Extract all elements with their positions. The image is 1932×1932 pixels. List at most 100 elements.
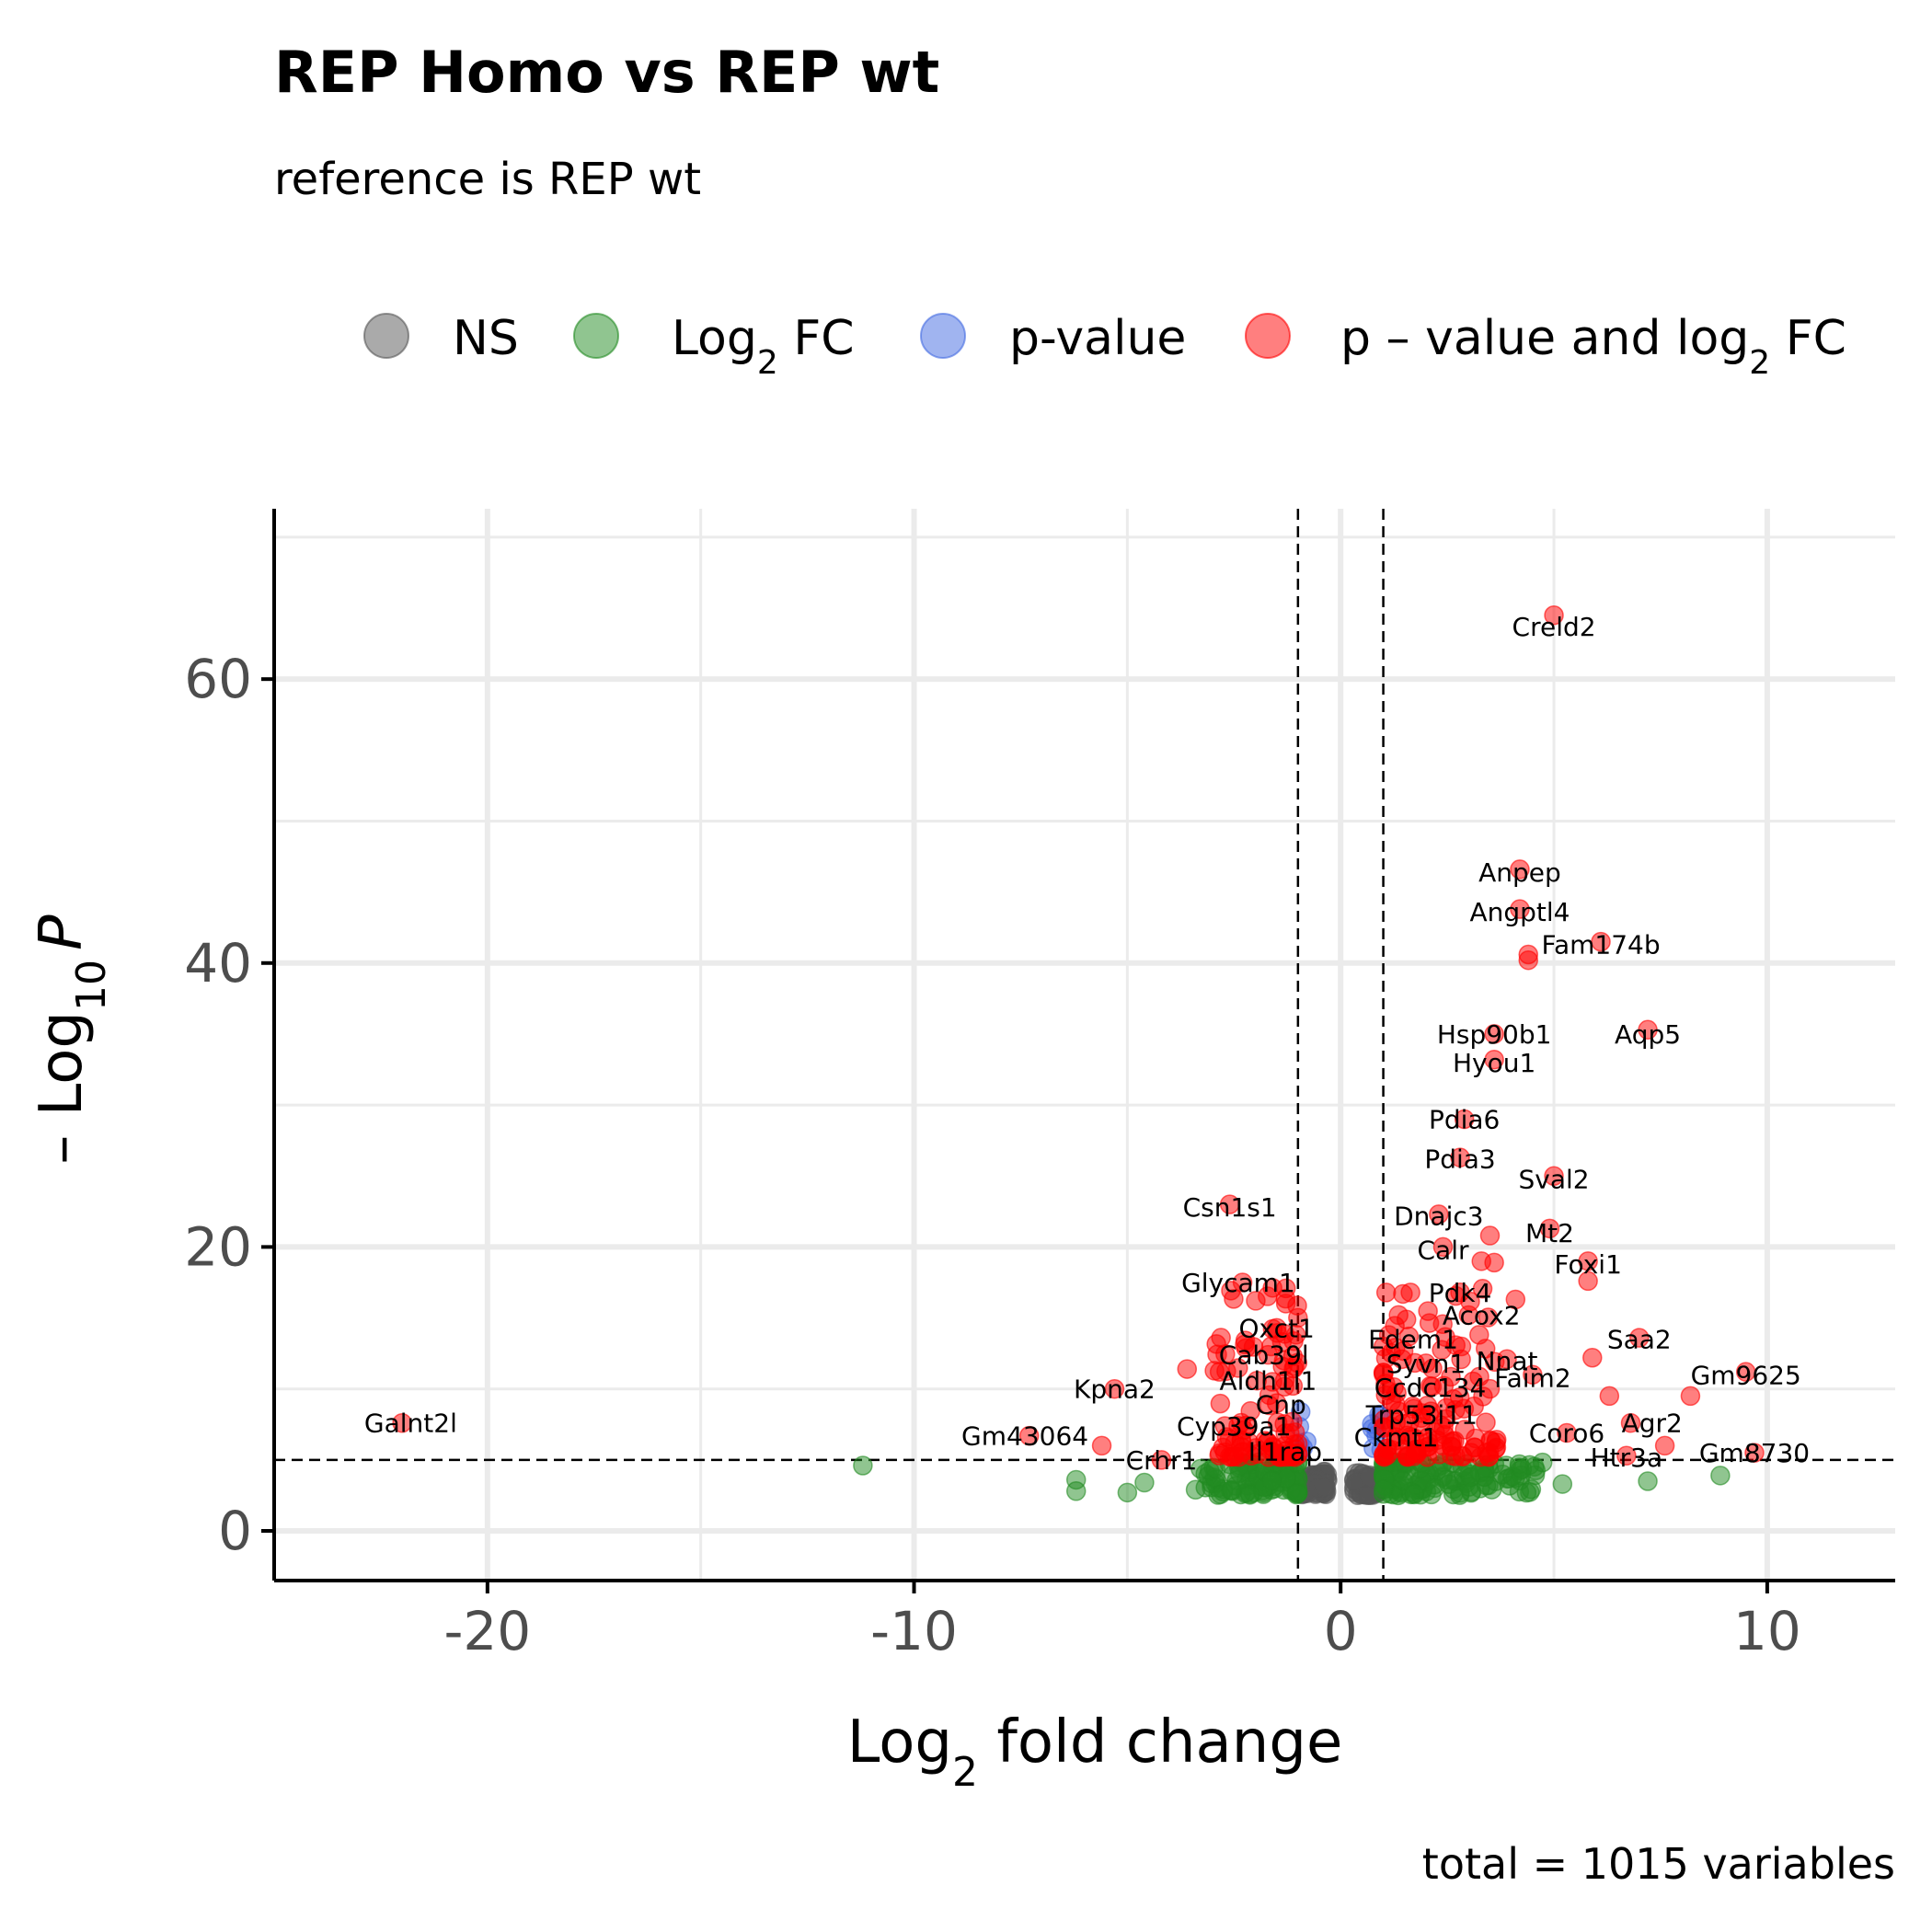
gene-label: Kpna2: [1074, 1374, 1156, 1405]
data-point: [1599, 1386, 1620, 1407]
data-point: [392, 1412, 412, 1433]
data-point: [1451, 1336, 1472, 1357]
data-point: [1287, 1295, 1307, 1316]
data-point: [1638, 1471, 1658, 1491]
gene-label: Aqp5: [1615, 1019, 1681, 1050]
data-point: [1424, 1478, 1445, 1499]
data-point: [1654, 1435, 1675, 1456]
gene-label: Galnt2l: [364, 1409, 457, 1439]
gene-label: Anpep: [1478, 857, 1561, 888]
gene-label: Ccdc134: [1374, 1373, 1487, 1403]
gene-label: Coro6: [1529, 1419, 1605, 1449]
data-point: [1582, 1347, 1603, 1368]
gene-label: Il1rap: [1248, 1437, 1322, 1467]
data-point: [1285, 1325, 1306, 1345]
data-point: [1117, 1482, 1138, 1503]
legend-key-ns: [363, 313, 409, 359]
y-tick-label: 60: [184, 648, 252, 710]
gene-label: Htr3a: [1591, 1443, 1663, 1473]
gene-label: Crhr1: [1126, 1445, 1198, 1476]
data-point: [1374, 1364, 1394, 1385]
data-point: [1478, 1446, 1499, 1467]
data-point: [1406, 1439, 1426, 1460]
chart-title: REP Homo vs REP wt: [274, 39, 939, 106]
gene-label: Glycam1: [1181, 1268, 1295, 1298]
data-point: [1247, 1443, 1268, 1465]
data-point: [1497, 1349, 1517, 1370]
gene-label: Creld2: [1512, 612, 1596, 642]
gene-label: Cab39l: [1219, 1340, 1309, 1371]
data-point: [1258, 1344, 1279, 1365]
data-point: [1465, 1437, 1485, 1458]
data-point: [1484, 1049, 1504, 1070]
data-point: [1539, 1218, 1560, 1239]
data-point: [1455, 1420, 1475, 1440]
data-point: [1443, 1389, 1464, 1409]
x-tick-label: 10: [1733, 1600, 1801, 1662]
data-point: [1232, 1272, 1253, 1293]
data-point: [1479, 1225, 1501, 1246]
data-point: [1544, 1166, 1564, 1186]
plot-grid: [272, 509, 1895, 1581]
gene-label: Gm43064: [961, 1421, 1088, 1452]
data-point: [1510, 859, 1530, 880]
data-point: [1434, 1424, 1455, 1445]
gene-label: Faim2: [1494, 1363, 1571, 1393]
data-point: [1393, 1283, 1413, 1305]
data-point: [1287, 1483, 1307, 1504]
data-point: [1544, 604, 1564, 626]
data-point: [1552, 1474, 1573, 1494]
data-point: [1629, 1328, 1650, 1348]
gene-label: Hsp90b1: [1437, 1019, 1552, 1050]
data-point: [1314, 1478, 1334, 1498]
data-point: [1471, 1251, 1491, 1271]
gene-label: Gm8730: [1699, 1438, 1810, 1468]
legend-label: p-value: [1009, 311, 1186, 366]
data-point: [1275, 1441, 1295, 1462]
gene-label: Edem1: [1368, 1325, 1458, 1355]
data-point: [1735, 1362, 1756, 1382]
data-point: [1280, 1423, 1300, 1443]
data-point: [1411, 1403, 1432, 1423]
data-point: [1228, 1358, 1248, 1378]
x-tick-label: 0: [1324, 1600, 1358, 1662]
y-tick-label: 0: [218, 1500, 252, 1562]
data-point: [1240, 1401, 1260, 1421]
data-point: [1460, 1467, 1480, 1488]
data-point: [1261, 1470, 1282, 1491]
data-point: [1475, 1339, 1496, 1359]
gene-label: Fam174b: [1541, 930, 1660, 960]
data-point: [1620, 1412, 1641, 1433]
data-point: [1262, 1372, 1282, 1392]
gene-label: Pdia6: [1429, 1105, 1500, 1135]
chart-subtitle: reference is REP wt: [274, 154, 701, 205]
data-point: [1521, 1478, 1542, 1500]
data-point: [1638, 1019, 1658, 1041]
data-point: [1398, 1326, 1420, 1347]
legend-label: p – value and log2 FC: [1340, 311, 1846, 382]
gene-label: Foxi1: [1554, 1249, 1622, 1280]
data-point: [1228, 1416, 1248, 1436]
gene-label: Sval2: [1518, 1164, 1589, 1194]
data-point: [1239, 1485, 1260, 1505]
data-point: [1472, 1278, 1493, 1299]
data-point: [1386, 1427, 1407, 1447]
legend: NS Log2 FC p-value p – value and log2 FC: [363, 311, 1846, 382]
y-axis-title: – Log10P: [28, 914, 115, 1165]
gene-label: Saa2: [1607, 1325, 1672, 1355]
gene-label: Pdk4: [1429, 1278, 1492, 1308]
data-points: [392, 604, 1765, 1506]
data-point: [1420, 1375, 1441, 1397]
data-point: [1266, 1317, 1287, 1339]
data-point: [1386, 1394, 1406, 1415]
gene-label: Acox2: [1443, 1300, 1521, 1330]
legend-key-fc-p: [1245, 313, 1291, 359]
data-point: [1510, 899, 1530, 919]
data-point: [1104, 1378, 1125, 1399]
x-tick-label: -20: [443, 1600, 531, 1662]
data-point: [1432, 1314, 1453, 1335]
data-point: [1204, 1361, 1225, 1381]
y-tick-label: 40: [184, 932, 252, 995]
